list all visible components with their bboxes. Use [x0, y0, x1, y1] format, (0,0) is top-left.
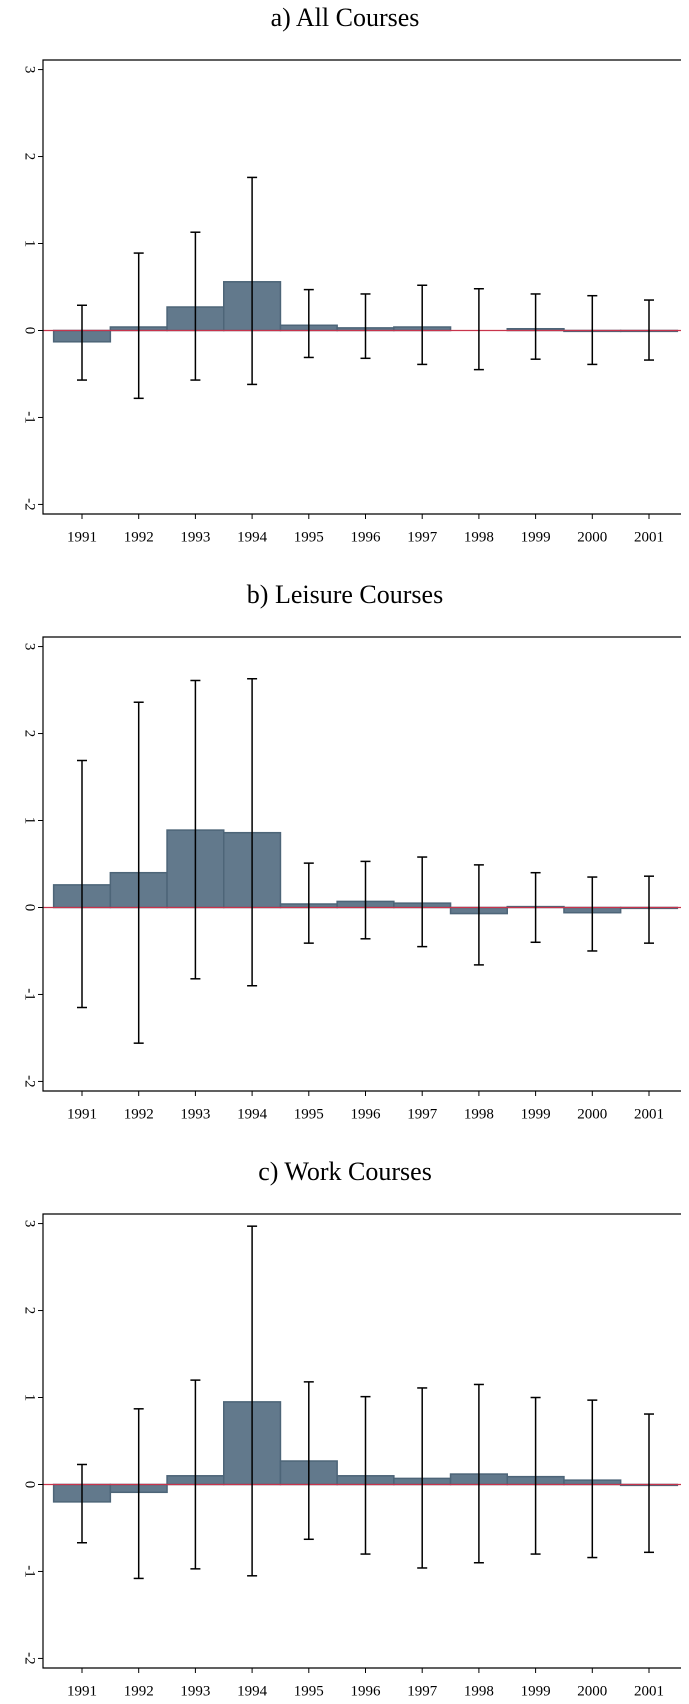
y-tick-label: -1: [22, 988, 38, 1001]
chart-title: b) Leisure Courses: [247, 580, 443, 609]
x-tick-label: 1992: [124, 529, 154, 545]
x-tick-label: 1991: [67, 1683, 97, 1699]
x-tick-label: 1991: [67, 1106, 97, 1122]
y-tick-label: 1: [22, 1394, 38, 1402]
axis-frame: [42, 636, 681, 1092]
x-tick-label: 1994: [237, 1106, 268, 1122]
x-tick-label: 2000: [577, 1683, 607, 1699]
y-tick-label: -1: [22, 411, 38, 424]
y-tick-label: -2: [22, 498, 38, 511]
axis-frame: [42, 59, 681, 515]
y-tick-label: -2: [22, 1075, 38, 1088]
y-tick-label: -1: [22, 1565, 38, 1578]
y-tick-label: 3: [22, 643, 38, 651]
x-tick-label: 1994: [237, 1683, 268, 1699]
x-tick-label: 1997: [407, 529, 438, 545]
x-tick-label: 1997: [407, 1683, 438, 1699]
x-tick-label: 1994: [237, 529, 268, 545]
x-tick-label: 2000: [577, 1106, 607, 1122]
y-tick-label: 2: [22, 730, 38, 738]
y-tick-label: 0: [22, 327, 38, 335]
x-tick-label: 1996: [351, 529, 382, 545]
x-tick-label: 1993: [180, 529, 210, 545]
y-tick-label: 1: [22, 240, 38, 248]
x-tick-label: 1995: [294, 529, 324, 545]
x-tick-label: 2001: [634, 1683, 664, 1699]
x-tick-label: 1995: [294, 1106, 324, 1122]
x-tick-label: 1998: [464, 1683, 494, 1699]
panel: b) Leisure Courses -2 -1 0 1 2 3 1991 1992 1993 19…: [22, 580, 681, 1122]
x-tick-label: 1999: [521, 1106, 551, 1122]
panel: c) Work Courses -2 -1 0 1 2 3 1991 1992 1993 1994 1…: [22, 1157, 681, 1699]
x-tick-label: 1995: [294, 1683, 324, 1699]
x-tick-label: 1996: [351, 1106, 382, 1122]
x-tick-label: 1993: [180, 1106, 210, 1122]
x-tick-label: 1996: [351, 1683, 382, 1699]
x-tick-label: 1999: [521, 529, 551, 545]
x-tick-label: 2001: [634, 1106, 664, 1122]
x-tick-label: 1998: [464, 529, 494, 545]
y-tick-label: 2: [22, 153, 38, 161]
x-tick-label: 1993: [180, 1683, 210, 1699]
y-tick-label: 0: [22, 904, 38, 912]
axis-frame: [42, 1213, 681, 1669]
x-tick-label: 1999: [521, 1683, 551, 1699]
y-tick-label: 3: [22, 1220, 38, 1228]
y-tick-label: 2: [22, 1307, 38, 1315]
y-tick-label: -2: [22, 1652, 38, 1665]
chart-title: a) All Courses: [271, 3, 420, 32]
x-tick-label: 1992: [124, 1106, 154, 1122]
x-tick-label: 1991: [67, 529, 97, 545]
y-tick-label: 0: [22, 1481, 38, 1489]
x-tick-label: 2000: [577, 529, 607, 545]
x-tick-label: 2001: [634, 529, 664, 545]
x-tick-label: 1992: [124, 1683, 154, 1699]
chart-title: c) Work Courses: [258, 1157, 432, 1186]
x-tick-label: 1998: [464, 1106, 494, 1122]
panel: a) All Courses -2 -1 0 1 2 3 1991 1992 1993 1994 19…: [22, 3, 681, 545]
x-tick-label: 1997: [407, 1106, 438, 1122]
y-tick-label: 1: [22, 817, 38, 825]
y-tick-label: 3: [22, 66, 38, 74]
